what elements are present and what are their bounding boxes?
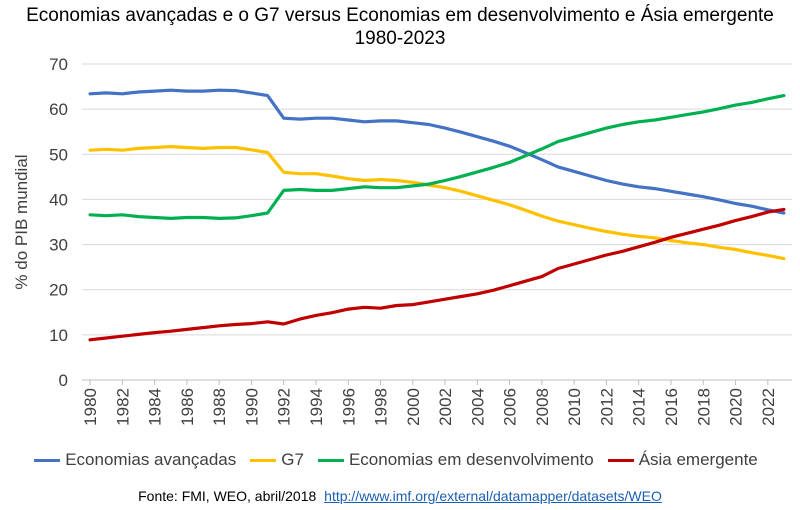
x-tick-label: 1980 [81,388,100,426]
y-tick-label: 20 [49,281,68,300]
x-tick-label: 1982 [113,388,132,426]
series-line-asia-emergente [88,207,786,342]
source-note: Fonte: FMI, WEO, abril/2018 http://www.i… [0,488,800,504]
x-tick-label: 2008 [533,388,552,426]
x-tick-label: 1994 [307,388,326,426]
x-axis: 1980 1982 1984 1986 1988 1990 1992 1994 1996 1998… [81,379,792,426]
chart-title-line1: Economias avançadas e o G7 versus Econom… [26,5,774,26]
legend-item-economias-avancadas: Economias avançadas [34,450,236,470]
y-axis-label: % do PIB mundial [12,154,31,289]
x-tick-label: 2012 [597,388,616,426]
source-text: Fonte: FMI, WEO, abril/2018 [138,488,317,504]
legend-label: Economias avançadas [65,450,237,469]
gridlines [82,63,792,336]
series-line-g7 [88,145,786,261]
y-axis-ticks: 0 10 20 30 40 50 60 70 [49,55,68,390]
legend-swatch [317,458,344,462]
x-tick-label: 2014 [630,388,649,426]
series-line-economias-avancadas [88,88,786,215]
x-tick-label: 1988 [210,388,229,426]
x-tick-label: 2022 [759,388,778,426]
series-line-economias-em-desenvolvimento [88,93,786,220]
legend-item-economias-em-desenvolvimento: Economias em desenvolvimento [317,450,594,470]
x-tick-label: 2016 [662,388,681,426]
legend-swatch [34,458,61,462]
x-tick-label: 2000 [404,388,423,426]
y-tick-label: 40 [49,190,68,209]
y-tick-label: 10 [49,326,68,345]
legend-item-g7: G7 [250,450,304,470]
y-tick-label: 60 [49,100,68,119]
y-tick-label: 50 [49,145,68,164]
chart-title: Economias avançadas e o G7 versus Econom… [0,4,800,50]
chart-title-line2: 1980-2023 [354,28,446,49]
x-tick-label: 1992 [275,388,294,426]
legend-item-asia-emergente: Ásia emergente [607,450,758,470]
y-tick-label: 70 [49,55,68,74]
y-tick-label: 30 [49,236,68,255]
x-tick-label: 1990 [242,388,261,426]
x-tick-label: 2004 [468,388,487,426]
x-tick-label: 1986 [178,388,197,426]
series-lines [88,88,786,342]
x-tick-label: 2006 [501,388,520,426]
legend-label: Ásia emergente [638,450,758,469]
x-tick-label: 2010 [565,388,584,426]
source-link[interactable]: http://www.imf.org/external/datamapper/d… [324,488,662,504]
legend-swatch [250,458,277,462]
legend-label: Economias em desenvolvimento [348,450,594,469]
legend: Economias avançadas G7 Economias em desenv… [0,450,800,470]
x-tick-label: 1998 [372,388,391,426]
y-tick-label: 0 [59,371,68,390]
legend-swatch [607,458,634,462]
x-tick-label: 1996 [339,388,358,426]
legend-label: G7 [281,450,304,469]
x-tick-label: 1984 [146,388,165,426]
x-tick-label: 2020 [727,388,746,426]
x-tick-label: 2018 [694,388,713,426]
x-tick-label: 2002 [436,388,455,426]
